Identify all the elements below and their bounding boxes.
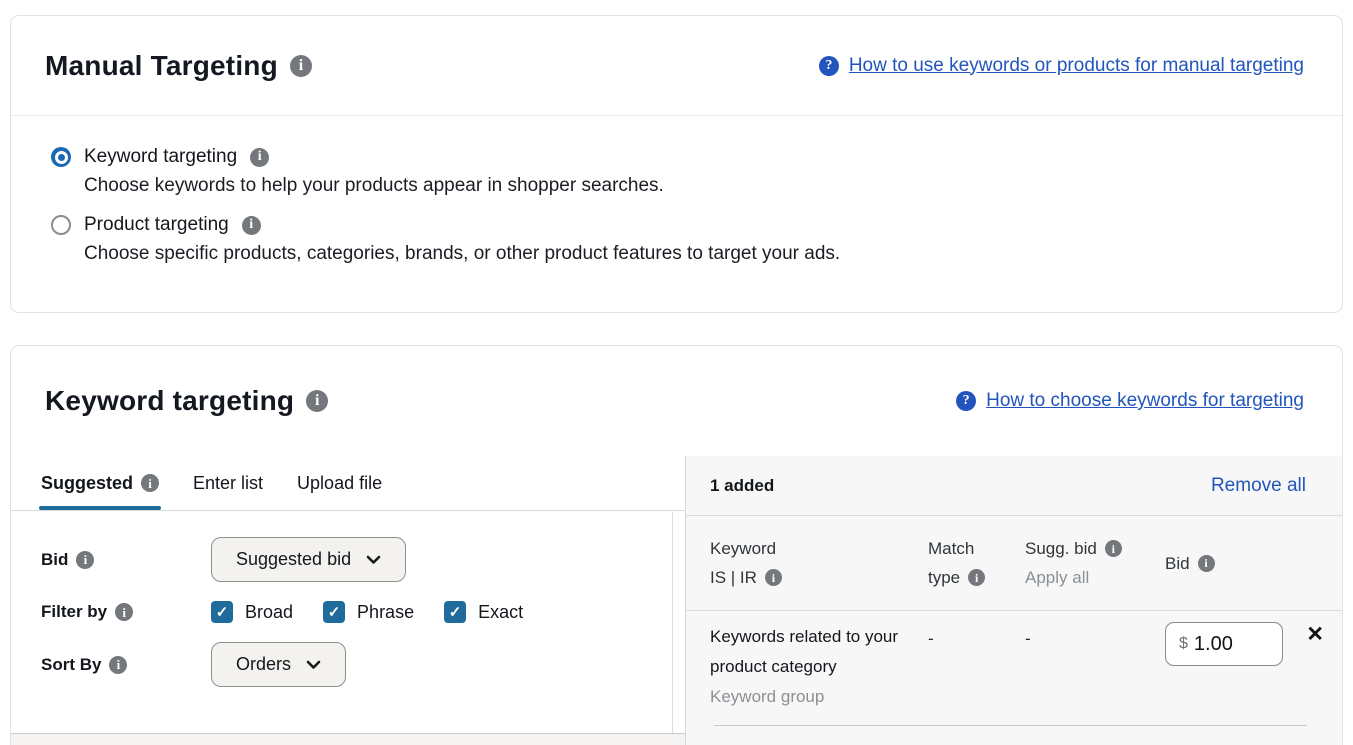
info-icon[interactable]: i: [306, 390, 329, 412]
left-panel-footer: [11, 734, 685, 745]
keyword-tabs: Suggested i Enter list Upload file: [11, 456, 685, 511]
manual-targeting-header: Manual Targeting i ? How to use keywords…: [11, 16, 1342, 116]
tab-enter-list[interactable]: Enter list: [193, 456, 263, 510]
column-header-match-type: Match type i: [928, 534, 1025, 592]
keyword-targeting-help-link[interactable]: How to choose keywords for targeting: [986, 390, 1304, 411]
checkbox-label: Exact: [478, 601, 524, 622]
filter-by-row: Filter by i ✓ Broad ✓ Phrase: [41, 601, 685, 623]
header-text: Match: [928, 539, 975, 558]
manual-targeting-card: Manual Targeting i ? How to use keywords…: [10, 15, 1343, 313]
sugg-bid-value: -: [1025, 629, 1031, 648]
checkbox-broad[interactable]: ✓ Broad: [211, 601, 293, 623]
added-keywords-table-header: Keyword IS | IR i Match type i Sugg. bi: [686, 516, 1342, 611]
checkbox-label: Phrase: [357, 601, 415, 622]
column-header-sugg-bid: Sugg. bid i Apply all: [1025, 534, 1165, 592]
suggested-filters: Bid i Suggested bid Filter by i: [11, 511, 685, 687]
sort-by-dropdown-value: Orders: [236, 654, 292, 674]
bid-input-box: $: [1165, 622, 1283, 666]
keyword-text: Keywords related to your product categor…: [710, 627, 899, 676]
added-count: 1 added: [710, 475, 775, 495]
page-title: Manual Targeting: [45, 49, 278, 81]
added-keyword-row: Keywords related to your product categor…: [686, 611, 1342, 712]
help-icon[interactable]: ?: [956, 391, 977, 411]
chevron-down-icon: [306, 660, 321, 669]
currency-symbol: $: [1179, 635, 1188, 652]
chevron-down-icon: [366, 555, 381, 564]
info-icon[interactable]: i: [1104, 540, 1122, 557]
info-icon[interactable]: i: [115, 603, 134, 621]
header-text: IS | IR: [710, 568, 757, 587]
bid-input[interactable]: [1193, 632, 1264, 656]
checkbox-checked-icon: ✓: [323, 601, 346, 623]
tab-label: Upload file: [297, 472, 383, 493]
option-product-targeting: Product targeting i Choose specific prod…: [51, 214, 1302, 265]
added-keywords-bar: 1 added Remove all: [686, 456, 1342, 516]
info-icon[interactable]: i: [76, 550, 95, 569]
keyword-targeting-card: Keyword targeting i ? How to choose keyw…: [10, 345, 1343, 745]
checkbox-label: Broad: [245, 601, 294, 622]
option-description: Choose specific products, categories, br…: [84, 243, 841, 264]
added-keywords-panel: 1 added Remove all Keyword IS | IR i Mat…: [686, 456, 1342, 745]
checkbox-checked-icon: ✓: [444, 601, 467, 623]
match-type-value: -: [928, 629, 934, 648]
info-icon[interactable]: i: [968, 569, 986, 586]
keyword-targeting-header: Keyword targeting i ? How to choose keyw…: [11, 346, 1342, 456]
scrollbar[interactable]: [672, 512, 673, 733]
info-icon[interactable]: i: [141, 474, 160, 492]
product-targeting-radio[interactable]: [51, 215, 71, 235]
header-text: type: [928, 568, 961, 587]
tab-label: Enter list: [193, 472, 264, 493]
option-description: Choose keywords to help your products ap…: [84, 175, 664, 196]
tab-upload-file[interactable]: Upload file: [297, 456, 382, 510]
bid-dropdown-value: Suggested bid: [236, 549, 352, 569]
header-text: Bid: [1165, 553, 1190, 573]
row-divider: [714, 725, 1307, 726]
checkbox-exact[interactable]: ✓ Exact: [444, 601, 523, 623]
targeting-options: Keyword targeting i Choose keywords to h…: [11, 116, 1342, 265]
bid-dropdown[interactable]: Suggested bid: [211, 537, 407, 582]
sort-by-row: Sort By i Orders: [41, 642, 685, 687]
checkbox-phrase[interactable]: ✓ Phrase: [323, 601, 414, 623]
sort-by-dropdown[interactable]: Orders: [211, 642, 347, 687]
sort-by-label: Sort By: [41, 654, 102, 674]
option-label: Keyword targeting: [84, 146, 238, 167]
info-icon[interactable]: i: [1197, 554, 1215, 572]
checkbox-checked-icon: ✓: [211, 601, 233, 623]
keyword-cell: Keywords related to your product categor…: [710, 622, 918, 712]
remove-all-button[interactable]: Remove all: [1210, 474, 1306, 496]
info-icon[interactable]: i: [289, 54, 312, 77]
bid-filter-row: Bid i Suggested bid: [41, 537, 685, 582]
info-icon[interactable]: i: [250, 147, 270, 167]
keyword-source-panel: Suggested i Enter list Upload file Bid: [11, 456, 686, 745]
header-text: Sugg. bid: [1025, 539, 1097, 558]
option-label: Product targeting: [84, 214, 229, 235]
info-icon[interactable]: i: [109, 655, 128, 674]
keyword-targeting-radio[interactable]: [51, 147, 71, 167]
remove-keyword-icon[interactable]: ✕: [1306, 623, 1324, 646]
info-icon[interactable]: i: [764, 569, 782, 586]
column-header-keyword: Keyword IS | IR i: [710, 534, 928, 592]
option-keyword-targeting: Keyword targeting i Choose keywords to h…: [51, 146, 1302, 197]
tab-suggested[interactable]: Suggested i: [38, 456, 162, 510]
section-title: Keyword targeting: [45, 385, 295, 416]
tab-label: Suggested: [41, 472, 134, 493]
keyword-group-label: Keyword group: [710, 687, 825, 706]
help-icon[interactable]: ?: [818, 55, 839, 76]
info-icon[interactable]: i: [241, 215, 261, 235]
manual-targeting-help-link[interactable]: How to use keywords or products for manu…: [848, 54, 1304, 76]
bid-label: Bid: [41, 549, 69, 569]
column-header-bid: Bid i: [1165, 549, 1286, 578]
apply-all-button[interactable]: Apply all: [1025, 568, 1090, 587]
header-text: Keyword: [710, 539, 777, 558]
filter-by-label: Filter by: [41, 602, 108, 621]
